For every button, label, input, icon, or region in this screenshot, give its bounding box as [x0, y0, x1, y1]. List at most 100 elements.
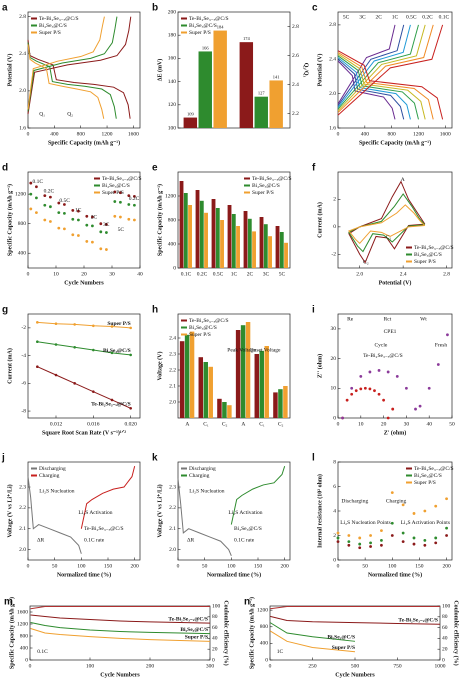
- marker: [110, 325, 114, 328]
- point: [77, 209, 80, 213]
- marker: [129, 353, 132, 357]
- plot-frame: [27, 313, 141, 419]
- bar: [231, 214, 236, 268]
- y-tick-label: 2.4: [169, 335, 176, 341]
- point: [63, 227, 66, 231]
- series-line: [348, 193, 426, 253]
- y-tick-label: -8: [21, 408, 26, 414]
- annotation: Wt: [420, 316, 427, 322]
- point: [369, 545, 372, 548]
- annotation: 3C: [103, 222, 110, 228]
- point: [369, 541, 372, 545]
- point: [43, 218, 47, 222]
- y2-tick-label: 2.8: [292, 24, 299, 30]
- y-axis-label: Specific Capacity (mAh g⁻¹): [248, 597, 255, 669]
- y2-tick-label: 2.6: [292, 53, 299, 59]
- x-tick-label: 1600: [128, 131, 139, 137]
- bar: [259, 217, 264, 268]
- x-tick-label: 1C: [231, 271, 238, 277]
- y-tick-label: 2.3: [19, 484, 26, 490]
- annotation: 0.1C: [37, 649, 48, 655]
- x-tick-label: 2.0: [356, 271, 363, 277]
- y-tick-label: 30: [331, 326, 337, 332]
- y-axis-label: ΔE (mV): [156, 59, 163, 82]
- legend-label: Bi₂Se₃@C/S: [252, 183, 280, 189]
- marker: [92, 348, 95, 352]
- legend-label: Bi₂Se₃@C/S: [327, 635, 355, 641]
- point: [446, 333, 449, 337]
- x-tick-label: 150: [104, 563, 113, 569]
- point: [63, 203, 66, 206]
- y-tick-label: 10: [331, 386, 337, 392]
- x-tick-label: 10: [358, 421, 364, 427]
- point: [63, 211, 66, 215]
- x-tick-label: 0: [269, 663, 272, 669]
- x-tick-label: 200: [131, 563, 140, 569]
- data-label: 174: [243, 36, 251, 41]
- annotation: C₂: [363, 260, 369, 266]
- annotation: Peak Voltage: [227, 348, 256, 354]
- legend-label: Bi₂Se₃@C/S: [414, 473, 442, 479]
- annotation: 0.1C rate: [234, 538, 255, 544]
- point: [377, 369, 381, 372]
- point: [405, 386, 408, 390]
- y2-tick-label: 60: [442, 625, 448, 631]
- x-tick-label: A: [185, 421, 189, 427]
- point: [347, 543, 351, 547]
- panel: b 100 120 140 160 180 200 2.2 2.4 2.6 2.8 ΔE (mV) Q₂…: [152, 3, 309, 132]
- point: [336, 531, 340, 535]
- x-tick-label: 0.2C: [197, 271, 208, 277]
- y-tick-label: 2: [333, 533, 336, 539]
- y-tick-label: 1.6: [19, 125, 26, 131]
- panel-label: d: [2, 163, 8, 174]
- bar: [284, 242, 288, 268]
- x-tick-label: 0.020: [124, 421, 137, 427]
- bar: [240, 325, 246, 418]
- marker: [73, 345, 76, 349]
- legend-label: Bi₂Se₃@C/S: [39, 23, 67, 29]
- point: [436, 363, 440, 366]
- panel-label: i: [312, 305, 315, 316]
- legend-label: Bi₂Se₃@C/S: [180, 627, 208, 633]
- x-tick-label: 30: [404, 421, 410, 427]
- point: [390, 521, 394, 525]
- legend-label: Super P/S: [332, 645, 355, 651]
- legend-label: Te-Bi₂Se₃₋ₓ@C/S: [102, 176, 142, 182]
- y-axis-label: Voltage (V vs Li⁺/Li): [156, 484, 163, 537]
- panel-label: a: [2, 3, 8, 14]
- y-tick-label: 160: [168, 56, 177, 62]
- bar: [183, 117, 198, 128]
- x-tick-label: 5C: [279, 271, 286, 277]
- point: [49, 205, 52, 209]
- legend-label: Bi₂Se₃@C/S: [103, 348, 131, 354]
- series-line: [337, 24, 396, 120]
- bar: [215, 208, 220, 268]
- legend-label: Super P/S: [414, 259, 436, 265]
- y-tick-label: -2: [331, 252, 336, 258]
- y2-tick-label: 2.2: [292, 111, 299, 117]
- legend-label: 2C: [376, 14, 383, 20]
- x-tick-label: 1600: [440, 131, 451, 137]
- bar: [236, 226, 240, 268]
- legend-label: 3C: [359, 14, 366, 20]
- bar: [179, 341, 185, 418]
- legend-label: Te-Bi₂Se₃₋ₓ@C/S: [189, 318, 229, 324]
- y-tick-label: 2.2: [19, 505, 26, 511]
- point: [368, 370, 372, 374]
- y-axis-label: Current (mA): [316, 202, 323, 238]
- point: [434, 541, 438, 545]
- point: [99, 247, 103, 251]
- y2-tick-label: 80: [442, 614, 448, 620]
- legend-label: Te-Bi₂Se₃₋ₓ@C/S: [398, 618, 438, 624]
- point: [113, 214, 117, 218]
- series-line: [270, 615, 441, 625]
- y-tick-label: 2.1: [169, 526, 176, 532]
- legend-label: Charging: [39, 473, 60, 479]
- panel: k 2.0 2.1 2.2 2.3 0 50 100 150 200 Normalized time…: [152, 453, 291, 578]
- annotation: Te-Bi₂Se₃₋ₓ@C/S: [84, 526, 124, 532]
- panel-label: b: [152, 3, 158, 14]
- annotation: 0.1C rate: [84, 538, 105, 544]
- y-tick-label: 2.0: [169, 547, 176, 553]
- legend-label: Bi₂Se₃@C/S: [102, 183, 130, 189]
